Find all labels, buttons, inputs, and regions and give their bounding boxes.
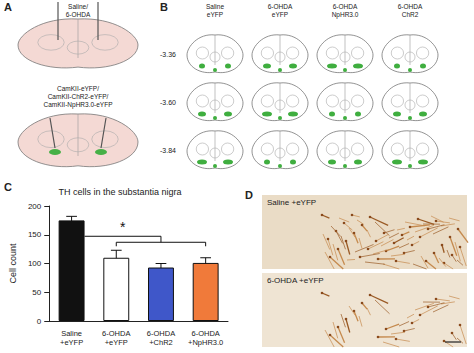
svg-text:6-OHDA: 6-OHDA	[268, 3, 293, 10]
svg-text:-3.36: -3.36	[160, 51, 176, 58]
svg-text:B: B	[160, 1, 168, 13]
svg-text:6-OHDA: 6-OHDA	[147, 329, 175, 338]
svg-text:150: 150	[28, 230, 42, 239]
svg-text:TH cells in the substantia nig: TH cells in the substantia nigra	[58, 187, 181, 197]
svg-text:6-OHDA: 6-OHDA	[102, 329, 130, 338]
svg-text:50: 50	[32, 288, 41, 297]
svg-text:6-OHDA: 6-OHDA	[191, 329, 219, 338]
svg-text:Saline: Saline	[206, 3, 224, 10]
svg-text:ChR2: ChR2	[402, 11, 419, 18]
svg-text:CamKII-NpHR3.0-eYFP: CamKII-NpHR3.0-eYFP	[44, 101, 113, 109]
svg-text:200: 200	[28, 202, 42, 211]
svg-text:+eYFP: +eYFP	[105, 338, 128, 347]
svg-text:eYFP: eYFP	[207, 11, 223, 18]
svg-text:-3.84: -3.84	[160, 147, 176, 154]
svg-text:*: *	[120, 219, 126, 235]
svg-text:Saline: Saline	[61, 329, 82, 338]
svg-text:Saline +eYFP: Saline +eYFP	[267, 198, 316, 207]
svg-text:100: 100	[28, 259, 42, 268]
svg-text:+eYFP: +eYFP	[60, 338, 83, 347]
svg-text:-3.60: -3.60	[160, 99, 176, 106]
svg-text:CamKII-eYFP/: CamKII-eYFP/	[57, 85, 99, 92]
svg-text:Cell count: Cell count	[8, 243, 18, 284]
svg-text:A: A	[4, 1, 12, 13]
svg-text:6-OHDA: 6-OHDA	[398, 3, 423, 10]
svg-text:C: C	[4, 181, 12, 193]
svg-text:Saline/: Saline/	[68, 3, 88, 10]
svg-text:CamKII-ChR2-eYFP/: CamKII-ChR2-eYFP/	[48, 93, 109, 100]
svg-text:eYFP: eYFP	[272, 11, 288, 18]
svg-text:+NpHR3.0: +NpHR3.0	[188, 338, 223, 347]
svg-text:NpHR3.0: NpHR3.0	[332, 11, 359, 19]
svg-text:6-OHDA +eYFP: 6-OHDA +eYFP	[267, 276, 324, 285]
svg-text:6-OHDA: 6-OHDA	[333, 3, 358, 10]
svg-text:6-OHDA: 6-OHDA	[66, 11, 91, 18]
svg-text:0: 0	[37, 317, 42, 326]
svg-text:+ChR2: +ChR2	[149, 338, 173, 347]
svg-text:D: D	[245, 189, 253, 201]
